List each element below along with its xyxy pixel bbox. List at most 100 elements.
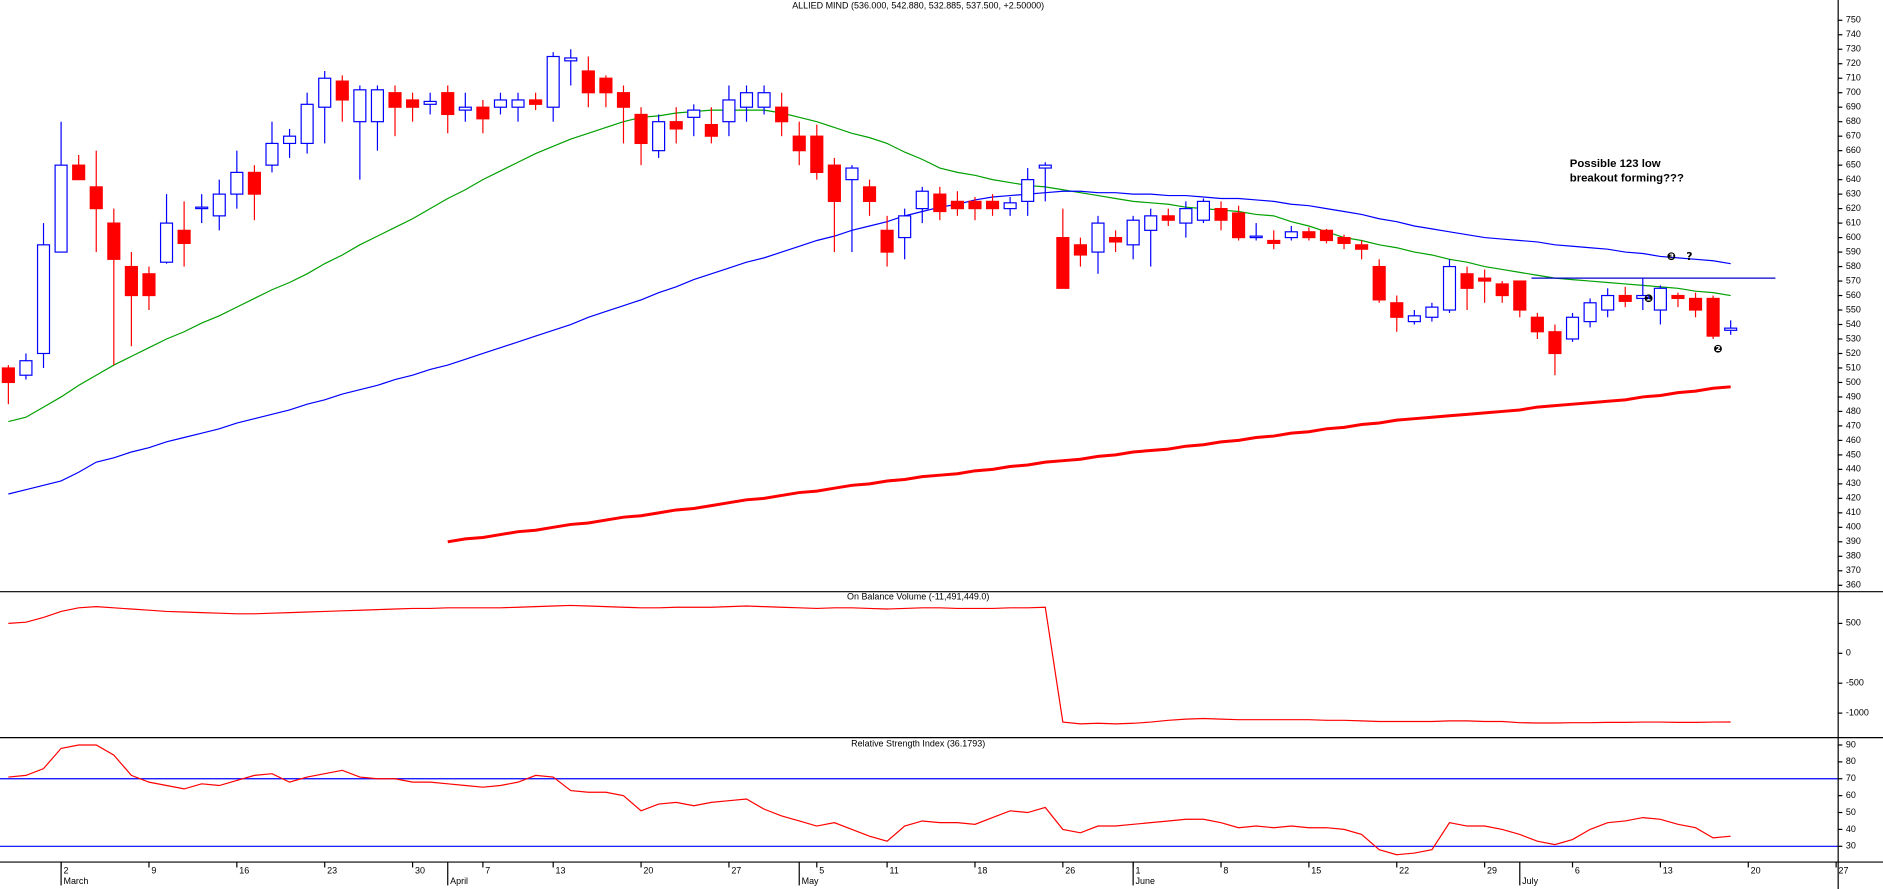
candle-body bbox=[1372, 265, 1386, 301]
y-tick-label: 620 bbox=[1846, 203, 1861, 213]
candle-body bbox=[353, 89, 367, 123]
y-tick-label: 460 bbox=[1846, 435, 1861, 445]
candle-body bbox=[89, 186, 103, 210]
candle-body bbox=[1671, 294, 1685, 300]
month-label: June bbox=[1136, 876, 1155, 886]
x-tick-label: 8 bbox=[1223, 865, 1228, 875]
y-tick-label: 390 bbox=[1846, 536, 1861, 546]
marker-label: ❸ bbox=[1667, 250, 1676, 263]
candle-body bbox=[19, 360, 33, 376]
candle-body bbox=[933, 193, 947, 213]
y-tick-label: 80 bbox=[1846, 756, 1856, 766]
y-tick-label: -1000 bbox=[1846, 707, 1869, 717]
candle-body bbox=[1267, 239, 1281, 244]
candle-body bbox=[318, 77, 332, 108]
y-tick-label: 560 bbox=[1846, 290, 1861, 300]
candle-body bbox=[1038, 164, 1052, 169]
candle-body bbox=[581, 70, 595, 94]
annotation: Possible 123 low bbox=[1570, 158, 1661, 170]
candle-body bbox=[511, 99, 525, 108]
candle-body bbox=[1073, 244, 1087, 256]
candle-body bbox=[1355, 244, 1369, 250]
candle-body bbox=[1108, 236, 1123, 243]
y-tick-label: 430 bbox=[1846, 478, 1861, 488]
candle-body bbox=[1724, 327, 1738, 331]
price-title: ALLIED MIND (536.000, 542.880, 532.885, … bbox=[792, 0, 1044, 10]
candle-body bbox=[1021, 179, 1035, 202]
candle-body bbox=[195, 206, 209, 210]
y-tick-label: 70 bbox=[1846, 773, 1856, 783]
candle-body bbox=[72, 164, 86, 181]
y-tick-label: 680 bbox=[1846, 116, 1861, 126]
month-label: May bbox=[802, 876, 819, 886]
candle-body bbox=[1495, 283, 1509, 297]
candle-body bbox=[564, 57, 578, 62]
candle-body bbox=[1232, 212, 1246, 239]
x-tick-label: 16 bbox=[239, 865, 249, 875]
x-tick-label: 27 bbox=[731, 865, 741, 875]
y-tick-label: 750 bbox=[1846, 15, 1861, 25]
y-tick-label: 510 bbox=[1846, 362, 1861, 372]
candle-body bbox=[441, 92, 455, 116]
candle-body bbox=[862, 186, 877, 202]
candle-body bbox=[1478, 277, 1492, 282]
y-tick-label: 540 bbox=[1846, 319, 1861, 329]
x-tick-label: 22 bbox=[1399, 865, 1409, 875]
candle-body bbox=[142, 273, 156, 297]
x-tick-label: 20 bbox=[643, 865, 653, 875]
candle-body bbox=[124, 265, 138, 297]
x-tick-label: 15 bbox=[1311, 865, 1321, 875]
candle-body bbox=[1003, 202, 1017, 210]
candle-body bbox=[687, 109, 701, 118]
x-tick-label: 18 bbox=[977, 865, 987, 875]
candle-body bbox=[177, 229, 191, 244]
y-tick-label: 440 bbox=[1846, 464, 1861, 474]
candle-body bbox=[1442, 265, 1457, 311]
candle-body bbox=[985, 200, 1000, 210]
candle-body bbox=[669, 121, 683, 130]
y-tick-label: 550 bbox=[1846, 304, 1861, 314]
candle-body bbox=[406, 99, 420, 108]
candle-body bbox=[1319, 229, 1334, 242]
candle-body bbox=[915, 190, 929, 210]
obv-title: On Balance Volume (-11,491,449.0) bbox=[847, 591, 989, 601]
x-tick-label: 2 bbox=[63, 865, 68, 875]
candle-body bbox=[1179, 208, 1193, 224]
y-tick-label: 370 bbox=[1846, 565, 1861, 575]
candle-body bbox=[1583, 302, 1597, 323]
y-tick-label: 60 bbox=[1846, 790, 1856, 800]
indicator-line bbox=[8, 744, 1731, 856]
y-tick-label: 660 bbox=[1846, 145, 1861, 155]
x-tick-label: 30 bbox=[415, 865, 425, 875]
x-tick-label: 13 bbox=[556, 865, 566, 875]
candle-body bbox=[1144, 215, 1158, 231]
y-tick-label: 490 bbox=[1846, 391, 1861, 401]
marker-label: ❶ bbox=[1644, 292, 1653, 305]
x-tick-label: 6 bbox=[1575, 865, 1580, 875]
x-tick-label: 13 bbox=[1663, 865, 1673, 875]
candle-body bbox=[827, 164, 841, 202]
candle-body bbox=[1302, 231, 1316, 239]
candle-body bbox=[775, 106, 789, 123]
x-tick-label: 9 bbox=[151, 865, 156, 875]
candle-body bbox=[1161, 215, 1175, 221]
annotation: breakout forming??? bbox=[1570, 172, 1684, 184]
y-tick-label: 520 bbox=[1846, 348, 1861, 358]
y-tick-label: 470 bbox=[1846, 420, 1861, 430]
y-tick-label: 410 bbox=[1846, 507, 1861, 517]
candle-body bbox=[493, 99, 508, 108]
candle-body bbox=[1425, 306, 1439, 318]
y-tick-label: 380 bbox=[1846, 551, 1861, 561]
y-tick-label: 690 bbox=[1846, 102, 1861, 112]
month-label: July bbox=[1522, 876, 1538, 886]
candle-body bbox=[1653, 287, 1667, 311]
marker-label: ? bbox=[1686, 250, 1692, 263]
candle-body bbox=[370, 89, 385, 123]
y-tick-label: 720 bbox=[1846, 58, 1861, 68]
candle-body bbox=[230, 171, 244, 195]
x-tick-label: 26 bbox=[1065, 865, 1075, 875]
candle-body bbox=[1636, 294, 1650, 300]
candle-body bbox=[1706, 297, 1720, 337]
